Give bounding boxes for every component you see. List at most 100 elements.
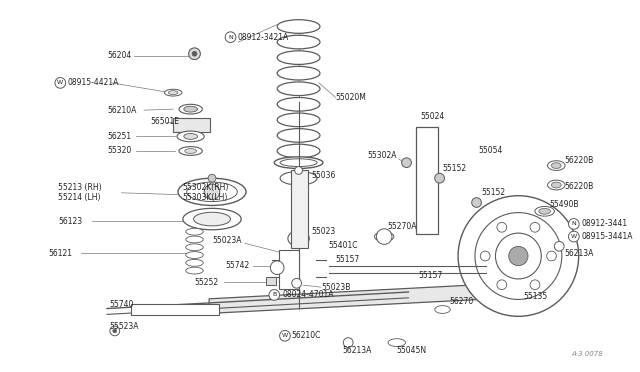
Ellipse shape [186, 244, 204, 251]
Circle shape [269, 289, 280, 300]
Circle shape [343, 338, 353, 347]
Ellipse shape [186, 236, 204, 243]
Text: 56213A: 56213A [342, 346, 372, 355]
Text: 08024-4701A: 08024-4701A [282, 291, 333, 299]
Ellipse shape [275, 157, 323, 169]
Text: 55270A: 55270A [387, 222, 417, 231]
Bar [416, 127, 438, 234]
Text: 55023: 55023 [311, 227, 335, 236]
Ellipse shape [187, 182, 237, 202]
Ellipse shape [277, 144, 320, 158]
Circle shape [294, 167, 303, 174]
Circle shape [292, 278, 301, 288]
Circle shape [458, 196, 579, 316]
Circle shape [530, 280, 540, 290]
Text: 55036: 55036 [311, 171, 335, 180]
Ellipse shape [185, 148, 196, 153]
Text: W: W [282, 333, 288, 338]
Text: 55135: 55135 [524, 292, 547, 301]
Bar [279, 250, 299, 289]
Text: 55401C: 55401C [329, 241, 358, 250]
Text: 55152: 55152 [442, 164, 467, 173]
Text: 56204: 56204 [107, 51, 131, 60]
Text: N: N [228, 35, 233, 40]
Ellipse shape [178, 178, 246, 205]
Circle shape [189, 48, 200, 60]
Ellipse shape [186, 267, 204, 274]
Ellipse shape [280, 159, 317, 167]
Circle shape [402, 158, 412, 167]
Bar [173, 118, 210, 132]
Text: 56123: 56123 [58, 217, 83, 225]
Text: 56210C: 56210C [292, 331, 321, 340]
Ellipse shape [184, 106, 197, 112]
Circle shape [472, 198, 481, 208]
Ellipse shape [435, 306, 451, 313]
Text: 56210A: 56210A [107, 106, 136, 115]
Ellipse shape [277, 113, 320, 127]
Ellipse shape [548, 180, 565, 190]
Ellipse shape [168, 91, 178, 94]
Ellipse shape [280, 171, 317, 185]
Text: 08912-3421A: 08912-3421A [237, 33, 289, 42]
Circle shape [376, 229, 392, 244]
Circle shape [495, 233, 541, 279]
Circle shape [280, 330, 291, 341]
Text: 55157: 55157 [335, 256, 360, 264]
Bar [266, 278, 276, 285]
Text: 08912-3441: 08912-3441 [582, 219, 628, 228]
Text: 55020M: 55020M [335, 93, 367, 102]
Circle shape [509, 246, 528, 266]
Ellipse shape [277, 66, 320, 80]
Ellipse shape [186, 251, 204, 259]
Circle shape [475, 213, 562, 299]
Text: 55252: 55252 [195, 278, 219, 287]
Text: 55023A: 55023A [212, 236, 241, 245]
Circle shape [192, 51, 197, 56]
Ellipse shape [548, 161, 565, 170]
Circle shape [110, 326, 120, 336]
Text: 56121: 56121 [49, 248, 72, 257]
Text: 55523A: 55523A [109, 321, 138, 331]
Text: N: N [572, 221, 576, 227]
Ellipse shape [277, 35, 320, 49]
Polygon shape [209, 282, 530, 313]
Ellipse shape [277, 20, 320, 33]
Circle shape [204, 184, 220, 200]
Circle shape [497, 280, 507, 290]
Text: 55302A: 55302A [367, 151, 397, 160]
Circle shape [568, 219, 579, 229]
Circle shape [554, 241, 564, 251]
Circle shape [547, 251, 556, 261]
Text: 55490B: 55490B [550, 200, 579, 209]
Ellipse shape [552, 163, 561, 169]
Ellipse shape [179, 104, 202, 114]
Ellipse shape [186, 228, 204, 235]
Ellipse shape [374, 232, 394, 241]
Ellipse shape [179, 147, 202, 155]
Ellipse shape [164, 89, 182, 96]
Circle shape [497, 222, 507, 232]
Text: 55157: 55157 [418, 271, 442, 280]
Circle shape [225, 32, 236, 42]
Circle shape [113, 329, 116, 333]
Text: 56220B: 56220B [564, 183, 593, 192]
Ellipse shape [539, 208, 550, 214]
Text: 55213 (RH): 55213 (RH) [58, 183, 102, 192]
Text: A·3 0078: A·3 0078 [572, 351, 603, 357]
Ellipse shape [186, 259, 204, 266]
Text: 55023B: 55023B [321, 283, 350, 292]
Ellipse shape [277, 51, 320, 64]
Circle shape [208, 174, 216, 182]
Ellipse shape [292, 235, 305, 243]
Bar [131, 304, 219, 315]
Text: 55742: 55742 [226, 261, 250, 270]
Circle shape [530, 222, 540, 232]
Circle shape [568, 231, 579, 242]
Ellipse shape [184, 134, 197, 140]
Text: 55303K(LH): 55303K(LH) [183, 193, 228, 202]
Text: 55024: 55024 [420, 112, 444, 121]
Text: 08915-4421A: 08915-4421A [67, 78, 118, 87]
Text: 55302K(RH): 55302K(RH) [183, 183, 229, 192]
Ellipse shape [388, 339, 406, 346]
